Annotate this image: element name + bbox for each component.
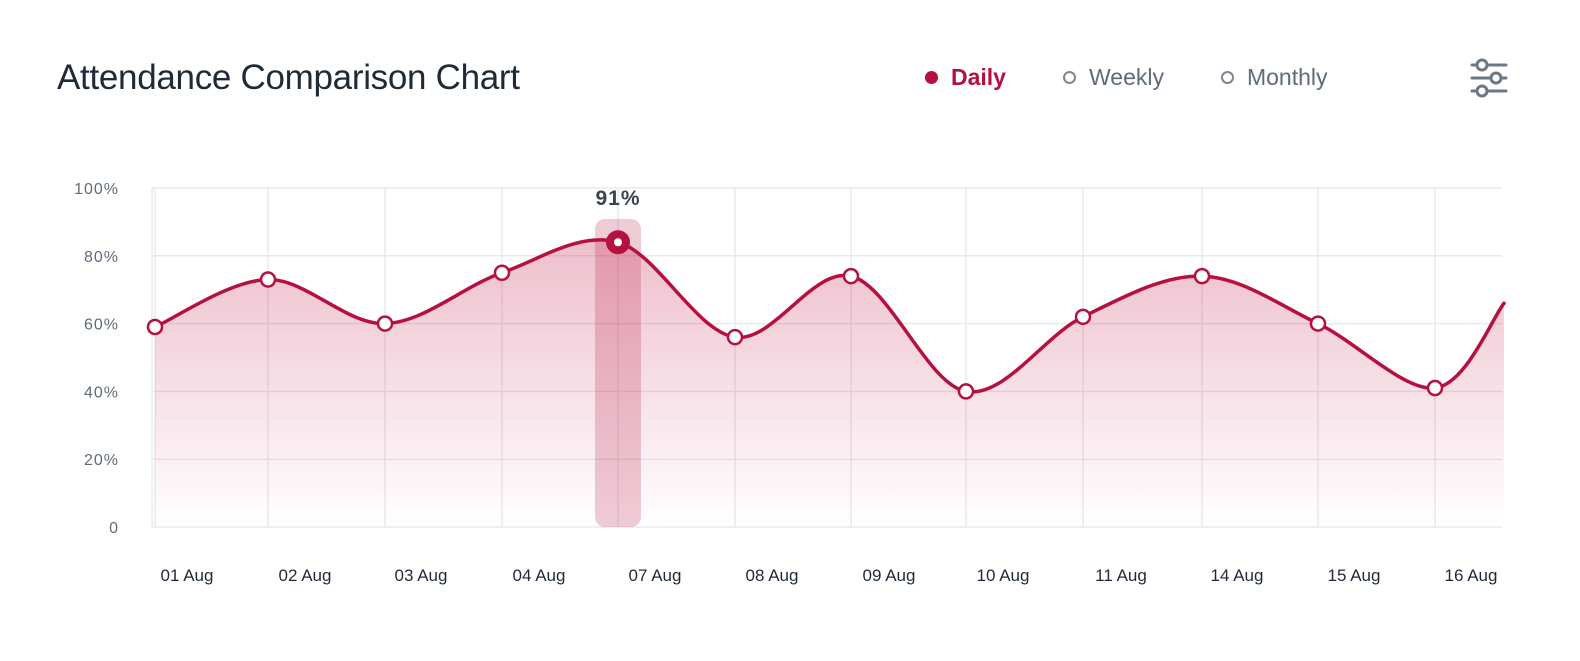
series-area: [155, 239, 1504, 528]
legend: Daily Weekly Monthly: [925, 64, 1385, 91]
y-tick-label: 80%: [84, 249, 119, 266]
x-tick-label: 04 Aug: [513, 566, 566, 585]
radio-unselected-icon: [1220, 71, 1234, 84]
radio-selected-icon: [925, 71, 938, 84]
x-tick-label: 07 Aug: [629, 566, 682, 585]
x-tick-label: 10 Aug: [977, 566, 1030, 585]
data-point: [146, 318, 164, 336]
settings-button[interactable]: [1466, 56, 1512, 102]
y-tick-label: 100%: [74, 181, 119, 198]
y-tick-label: 40%: [84, 384, 119, 401]
y-tick-label: 20%: [84, 452, 119, 469]
y-tick-label: 60%: [84, 317, 119, 334]
legend-monthly[interactable]: Monthly: [1220, 64, 1328, 91]
highlight-point-center: [614, 238, 622, 247]
data-point: [493, 264, 511, 281]
x-tick-label: 15 Aug: [1328, 566, 1381, 585]
x-tick-label: 09 Aug: [863, 566, 916, 585]
legend-label: Monthly: [1246, 64, 1328, 90]
x-tick-label: 01 Aug: [161, 566, 214, 585]
legend-label: Daily: [951, 64, 1006, 90]
highlight-value-label: 91%: [595, 187, 640, 210]
x-tick-label: 11 Aug: [1095, 566, 1147, 585]
x-tick-label: 16 Aug: [1445, 566, 1498, 585]
data-point: [1074, 308, 1092, 326]
legend-daily[interactable]: Daily: [925, 64, 1006, 91]
data-point: [259, 271, 277, 288]
page-title: Attendance Comparison Chart: [57, 58, 520, 97]
sliders-icon: [1470, 58, 1508, 98]
data-point: [957, 383, 975, 400]
data-point: [726, 328, 744, 346]
data-point: [1309, 315, 1327, 332]
data-point: [842, 267, 860, 285]
x-tick-label: 02 Aug: [279, 566, 332, 585]
x-tick-label: 08 Aug: [746, 566, 799, 585]
y-tick-label: 0: [109, 520, 119, 537]
data-point: [1426, 379, 1444, 397]
radio-unselected-icon: [1062, 71, 1076, 84]
legend-label: Weekly: [1088, 64, 1164, 90]
legend-weekly[interactable]: Weekly: [1062, 64, 1164, 91]
data-point: [1193, 267, 1211, 285]
x-tick-label: 14 Aug: [1211, 566, 1264, 585]
data-point: [376, 315, 394, 332]
x-tick-label: 03 Aug: [395, 566, 448, 585]
